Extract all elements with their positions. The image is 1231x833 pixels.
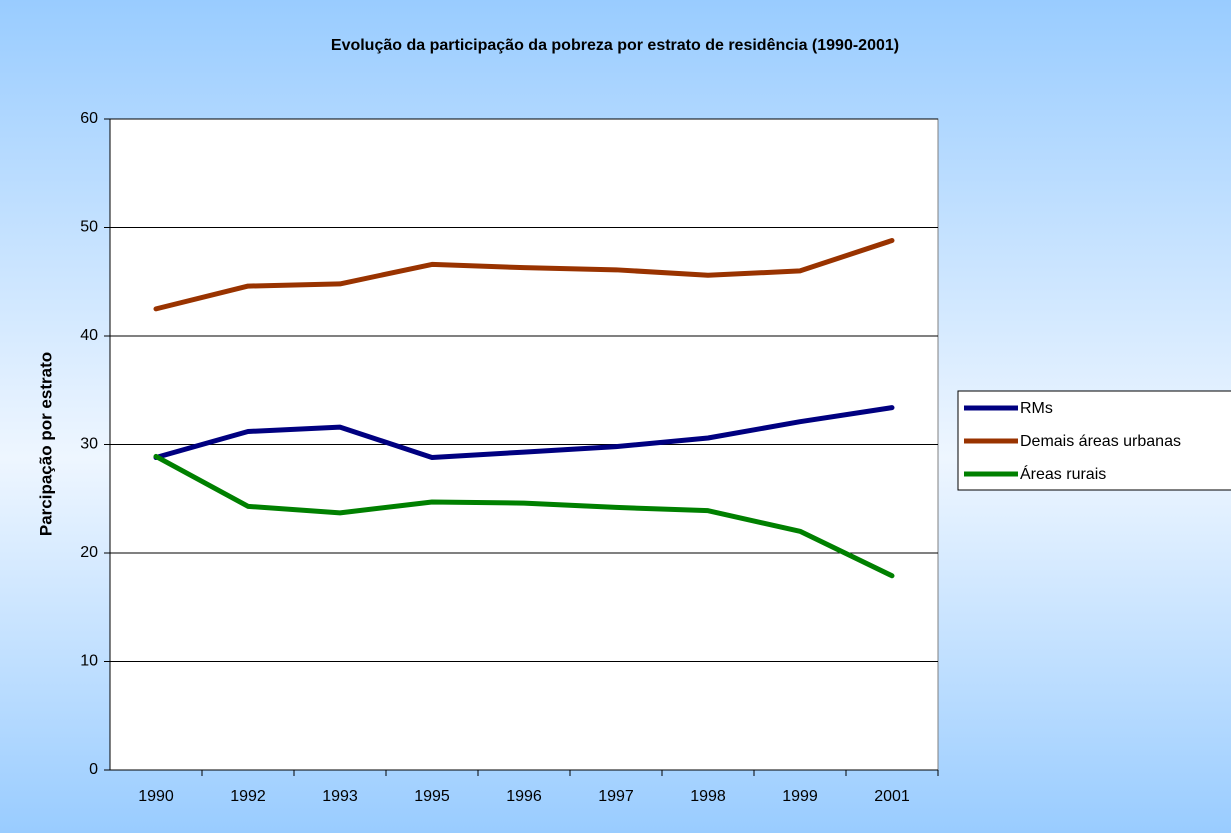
x-tick-label: 1997	[598, 788, 634, 805]
y-tick-label: 10	[80, 653, 98, 670]
series-line	[153, 238, 895, 312]
x-tick-label: 1995	[414, 788, 450, 805]
chart-title: Evolução da participação da pobreza por …	[331, 37, 899, 54]
legend-label: Áreas rurais	[1020, 464, 1106, 483]
legend-label: Demais áreas urbanas	[1020, 433, 1181, 450]
series-line	[153, 405, 895, 461]
x-tick-label: 1992	[230, 788, 266, 805]
y-tick-label: 20	[80, 544, 98, 561]
series-line	[153, 453, 895, 579]
y-axis-label: Parcipação por estrato	[36, 352, 55, 536]
y-tick-label: 60	[80, 110, 98, 127]
y-tick-label: 0	[89, 761, 98, 778]
legend-label: RMs	[1020, 400, 1053, 417]
y-tick-label: 40	[80, 327, 98, 344]
x-tick-label: 1990	[138, 788, 174, 805]
y-tick-label: 30	[80, 436, 98, 453]
x-tick-label: 1998	[690, 788, 726, 805]
x-tick-label: 1999	[782, 788, 818, 805]
x-tick-label: 1993	[322, 788, 358, 805]
x-tick-label: 2001	[874, 788, 910, 805]
y-tick-label: 50	[80, 219, 98, 236]
x-tick-label: 1996	[506, 788, 542, 805]
